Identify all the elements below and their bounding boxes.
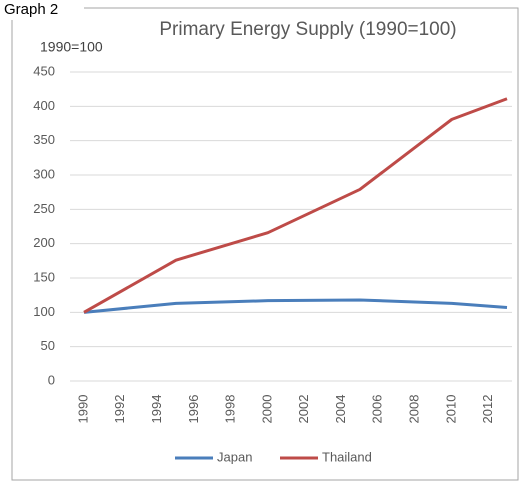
y-tick-label: 100: [33, 304, 55, 319]
legend-label: Japan: [217, 449, 252, 464]
x-tick-label: 2012: [480, 395, 495, 424]
y-tick-label: 450: [33, 63, 55, 78]
y-axis-label: 1990=100: [40, 39, 103, 55]
legend-label: Thailand: [322, 449, 372, 464]
x-tick-label: 2006: [370, 395, 385, 424]
x-tick-label: 2000: [259, 395, 274, 424]
x-tick-label: 1994: [149, 395, 164, 424]
y-tick-label: 50: [41, 338, 55, 353]
y-tick-label: 150: [33, 269, 55, 284]
x-tick-label: 1992: [112, 395, 127, 424]
x-tick-label: 2004: [333, 395, 348, 424]
y-tick-label: 350: [33, 132, 55, 147]
chart-frame: [11, 7, 519, 481]
graph-label: Graph 2: [4, 1, 58, 18]
x-tick-label: 2002: [296, 395, 311, 424]
y-tick-label: 400: [33, 98, 55, 113]
y-tick-label: 250: [33, 201, 55, 216]
chart-title: Primary Energy Supply (1990=100): [159, 19, 456, 40]
x-tick-label: 1996: [186, 395, 201, 424]
series-line: [83, 298, 508, 314]
y-tick-label: 200: [33, 235, 55, 250]
y-tick-label: 300: [33, 166, 55, 181]
series-line: [83, 97, 508, 314]
x-tick-label: 1990: [75, 395, 90, 424]
label-background: [2, 0, 84, 20]
x-tick-label: 2008: [406, 395, 421, 424]
x-tick-label: 1998: [223, 395, 238, 424]
x-tick-label: 2010: [443, 395, 458, 424]
y-tick-label: 0: [48, 372, 55, 387]
